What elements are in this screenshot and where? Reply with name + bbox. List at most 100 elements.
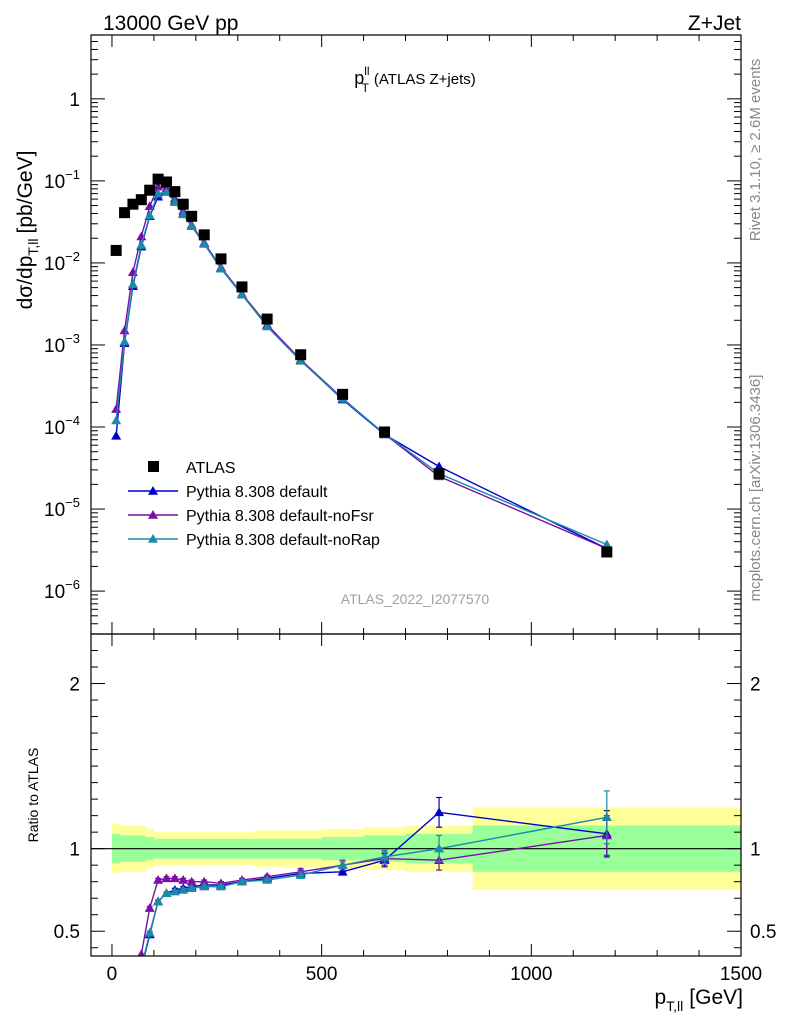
ratio-point <box>434 843 445 853</box>
ratio-point <box>199 881 210 891</box>
x-axis-label: pT,ll [GeV] <box>654 986 743 1014</box>
header-right-label: Z+Jet <box>688 12 741 35</box>
mc-point <box>262 321 273 331</box>
ratio-point <box>153 896 164 906</box>
chart-title-rest: (ATLAS Z+jets) <box>374 71 476 88</box>
legend-marker-square <box>148 461 159 472</box>
atlas-data-point <box>433 468 445 480</box>
ratio-point <box>337 866 348 876</box>
atlas-data-point <box>215 253 227 265</box>
ratio-y-tick-label-left: 1 <box>69 840 80 861</box>
atlas-data-point <box>337 388 349 400</box>
main-y-tick-label: 1 <box>69 90 80 111</box>
legend-label: ATLAS <box>186 460 236 477</box>
ratio-point <box>216 881 226 891</box>
main-y-axis-label-rest: [pb/GeV] <box>14 151 37 234</box>
legend-marker-triangle <box>148 534 158 543</box>
atlas-data-point <box>169 186 181 198</box>
main-y-tick-label-base: 10 <box>44 500 65 521</box>
ratio-point <box>144 903 155 912</box>
ratio-point <box>379 851 390 861</box>
mc-point <box>186 221 197 230</box>
ratio-y-axis-label: Ratio to ATLAS <box>25 748 41 843</box>
ratio-point <box>236 876 247 886</box>
main-y-ticks: 10−610−510−410−310−210−11 <box>44 34 741 635</box>
mc-point <box>178 209 189 219</box>
main-y-tick-label-exponent: −4 <box>65 413 80 428</box>
ratio-point <box>144 927 155 937</box>
ratio-y-tick-label-right: 0.5 <box>750 922 776 943</box>
atlas-data-point <box>236 281 248 293</box>
ratio-point <box>186 876 197 886</box>
atlas-data-point <box>601 546 613 558</box>
ratio-point <box>434 807 445 817</box>
mc-point <box>153 181 164 191</box>
ratio-point <box>161 888 172 898</box>
ratio-point <box>178 875 189 884</box>
main-y-tick-label-base: 10 <box>44 254 65 275</box>
x-tick-label: 500 <box>306 964 338 985</box>
mc-point <box>111 415 122 425</box>
mc-point <box>169 197 180 206</box>
main-y-tick-label: 10−1 <box>44 167 80 193</box>
atlas-data-point <box>198 229 210 241</box>
x-axis-label-rest: [GeV] <box>689 986 743 1009</box>
main-y-axis-label-sub: T,ll <box>25 238 41 255</box>
rivet-version-label: Rivet 3.1.10, ≥ 2.6M events <box>747 59 764 242</box>
x-tick-label: 1000 <box>510 964 552 985</box>
atlas-data-point <box>144 184 156 196</box>
main-y-tick-label-exponent: −2 <box>65 249 80 264</box>
header-left-label: 13000 GeV pp <box>103 12 238 35</box>
legend-marker-triangle <box>148 510 158 519</box>
ratio-plot-area: 0 500 1000 1500 0.5 0.5 1 1 2 2 <box>54 35 776 985</box>
atlas-data-point <box>379 426 391 438</box>
legend: ATLAS Pythia 8.308 default Pythia 8.308 de… <box>128 460 380 549</box>
ratio-point <box>262 875 273 884</box>
ratio-point <box>137 949 146 956</box>
main-y-tick-label: 10−4 <box>44 413 80 439</box>
legend-label: Pythia 8.308 default-noFsr <box>186 508 374 525</box>
x-axis-label-main: p <box>654 986 666 1009</box>
main-series-group <box>110 173 613 558</box>
mc-point <box>111 430 122 440</box>
analysis-watermark: ATLAS_2022_I2077570 <box>341 591 490 607</box>
ratio-y-tick-label-right: 2 <box>750 675 761 696</box>
atlas-data-point <box>177 198 189 210</box>
ratio-point <box>295 870 306 879</box>
ratio-point <box>199 876 210 886</box>
main-y-tick-label: 10−3 <box>44 331 80 357</box>
x-ticks: 0 500 1000 1500 <box>107 35 762 985</box>
main-y-tick-label-base: 10 <box>44 418 65 439</box>
atlas-data-point <box>127 198 139 210</box>
ratio-series-group <box>137 790 612 956</box>
ratio-point <box>169 886 180 896</box>
mc-point <box>119 325 130 335</box>
mc-point <box>216 263 226 273</box>
main-y-tick-label-base: 10 <box>44 582 65 603</box>
ratio-point <box>178 884 189 894</box>
atlas-data-point <box>152 173 164 185</box>
main-y-tick-label: 10−6 <box>44 577 80 603</box>
mc-point <box>127 279 138 288</box>
chart-title-sup: ll <box>364 64 369 78</box>
mc-point <box>119 336 130 346</box>
atlas-data-point <box>110 244 122 256</box>
main-y-tick-label-exponent: −3 <box>65 331 80 346</box>
chart-title-main: p <box>354 68 364 88</box>
ratio-point <box>153 875 164 884</box>
ratio-point <box>169 873 180 883</box>
main-y-axis-label: dσ/dpT,ll [pb/GeV] <box>14 151 41 310</box>
ratio-plot-frame <box>90 633 742 957</box>
atlas-data-point <box>135 194 147 206</box>
mc-point <box>434 461 445 471</box>
chart-title-sub: T <box>362 81 370 95</box>
x-tick-label: 0 <box>107 964 118 985</box>
main-y-tick-label: 10−5 <box>44 495 80 521</box>
main-y-tick-label-exponent: −6 <box>65 577 80 592</box>
x-tick-label: 1500 <box>720 964 762 985</box>
mcplots-reference-label: mcplots.cern.ch [arXiv:1306.3436] <box>747 375 764 602</box>
mc-point <box>111 404 122 413</box>
atlas-data-point <box>186 210 198 222</box>
ratio-point <box>337 860 348 869</box>
